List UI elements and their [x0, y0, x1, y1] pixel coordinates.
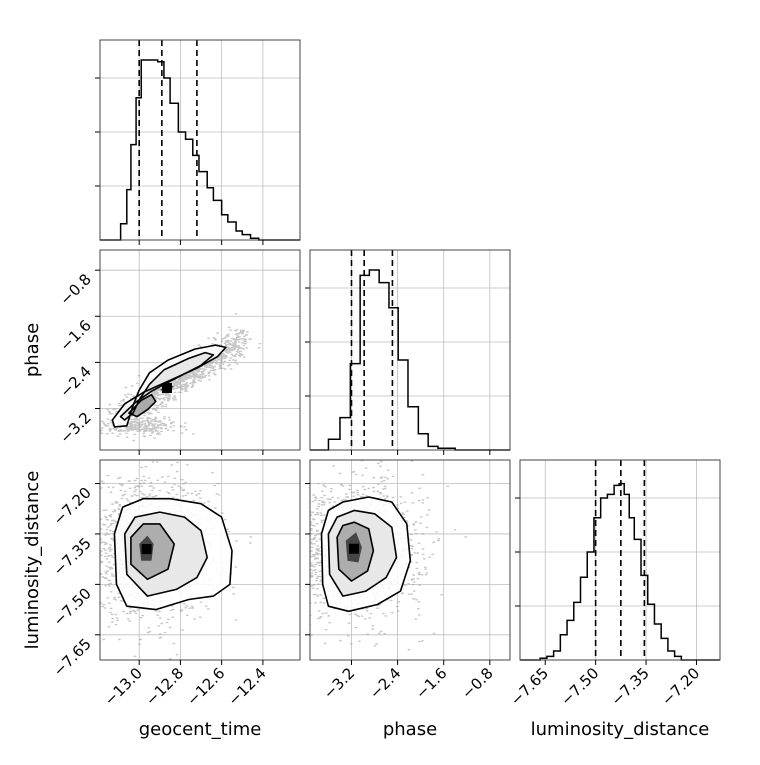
density-content	[100, 461, 253, 660]
y-tick-label: −3.2	[56, 409, 94, 447]
density-content	[310, 460, 468, 651]
x-tick-label: −12.8	[142, 664, 187, 709]
y-tick-label: −7.35	[50, 534, 95, 579]
panel-frame	[519, 459, 721, 661]
contour-line	[130, 523, 175, 581]
contour-line	[320, 496, 412, 613]
panel-frame	[99, 249, 301, 451]
y-tick-label: −0.8	[56, 270, 94, 308]
histogram-step-phase	[310, 269, 510, 451]
density-peak-cell	[162, 383, 173, 394]
x-tick-label: −7.35	[608, 664, 653, 709]
histogram-step-geocent_time	[100, 59, 300, 241]
density-panel-geocent_time-luminosity_distance	[99, 459, 301, 661]
density-peak-cell	[348, 543, 359, 554]
panel-frame	[309, 459, 511, 661]
x-tick-label: −7.50	[557, 664, 602, 709]
density-panel-geocent_time-phase	[99, 249, 301, 451]
panel-frame	[99, 39, 301, 241]
contour-line	[119, 351, 215, 421]
y-axis-label-phase: phase	[22, 323, 43, 377]
y-axis-label-luminosity-distance: luminosity_distance	[22, 471, 43, 650]
histogram-panel-luminosity_distance	[515, 459, 721, 661]
contour-line	[336, 521, 375, 582]
density-panel-phase-luminosity_distance	[309, 459, 511, 661]
x-tick-label: −13.0	[101, 664, 146, 709]
x-tick-label: −7.65	[507, 664, 552, 709]
x-tick-label: −12.6	[183, 664, 228, 709]
x-tick-label: −2.4	[366, 664, 404, 702]
x-axis-label-luminosity-distance: luminosity_distance	[531, 719, 710, 740]
x-tick-label: −3.2	[320, 664, 358, 702]
panel-frame	[309, 249, 511, 451]
density-content	[100, 313, 262, 442]
x-tick-label: −7.20	[658, 664, 703, 709]
y-tick-label: −7.50	[50, 584, 95, 629]
x-tick-label: −0.8	[458, 664, 496, 702]
y-tick-label: −7.65	[50, 635, 95, 680]
panel-frame	[99, 459, 301, 661]
y-tick-label: −7.20	[50, 484, 95, 529]
histogram-step-luminosity_distance	[520, 482, 720, 661]
y-tick-label: −2.4	[56, 362, 94, 400]
x-axis-label-geocent-time: geocent_time	[139, 719, 262, 740]
contour-line	[123, 511, 208, 597]
x-axis-label-phase: phase	[383, 719, 437, 740]
contour-line	[113, 497, 233, 611]
y-tick-label: −1.6	[56, 316, 94, 354]
contour-line	[327, 509, 398, 597]
contour-line	[128, 393, 157, 418]
histogram-panel-geocent_time	[95, 39, 301, 241]
x-tick-label: −1.6	[412, 664, 450, 702]
density-peak-cell	[141, 544, 152, 555]
density-level-fill	[120, 352, 214, 420]
histogram-panel-phase	[305, 249, 511, 451]
density-level-fill	[128, 394, 156, 417]
x-tick-label: −12.4	[224, 664, 269, 709]
